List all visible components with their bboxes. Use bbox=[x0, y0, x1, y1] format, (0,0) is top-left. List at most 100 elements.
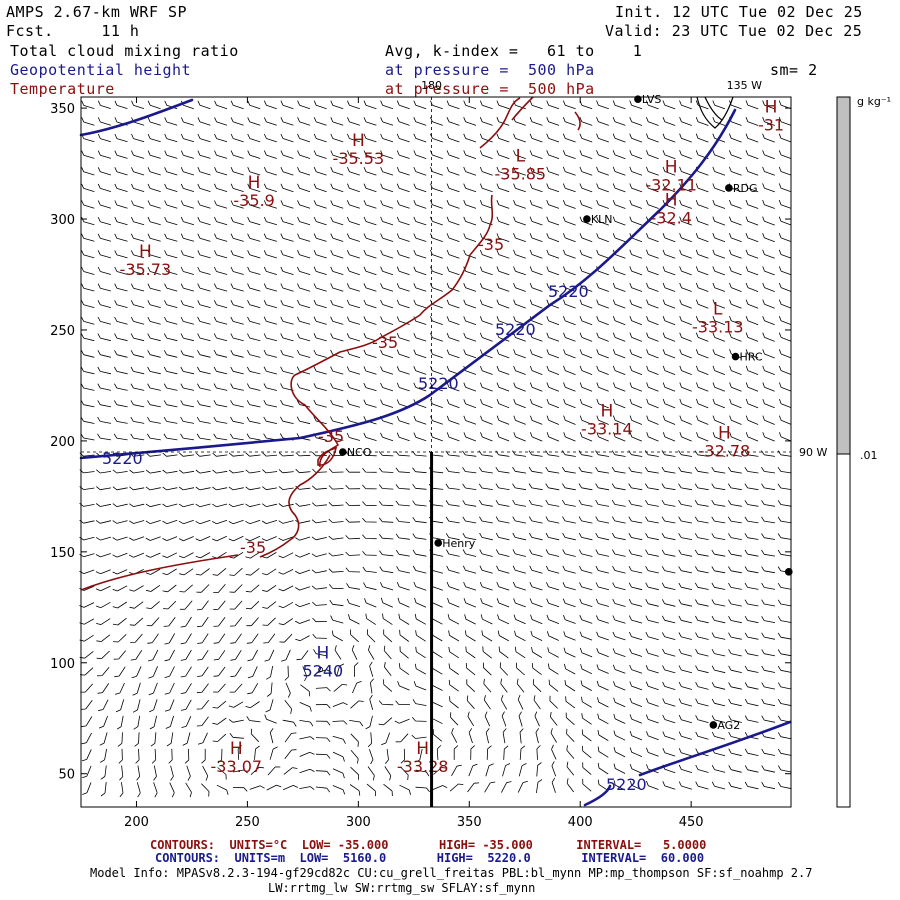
coastline bbox=[696, 96, 734, 129]
marker-circle bbox=[318, 667, 324, 672]
station-dot bbox=[709, 721, 718, 729]
x-tick-label: 300 bbox=[346, 815, 371, 830]
station-label: HRC bbox=[740, 351, 763, 364]
extremum-letter: H bbox=[665, 191, 678, 211]
meridian-label: 180 bbox=[421, 79, 442, 92]
model-info: Model Info: MPASv8.2.3-194-gf29cd82c CU:… bbox=[90, 866, 813, 880]
temp-contour-label: -35 bbox=[318, 427, 344, 446]
plot-frame bbox=[80, 96, 792, 808]
extremum-value: -32.11 bbox=[645, 175, 697, 194]
extremum-letter: H bbox=[718, 424, 731, 444]
station-label: Henry bbox=[442, 537, 476, 550]
station-dot bbox=[339, 448, 347, 456]
field-cloud-title: Total cloud mixing ratio bbox=[10, 42, 239, 60]
height-contour-label: 5220 bbox=[102, 449, 143, 468]
y-tick-label: 100 bbox=[50, 657, 75, 672]
station-dot bbox=[583, 215, 591, 223]
height-contour-label: 5220 bbox=[495, 320, 536, 339]
extremum-letter: H bbox=[352, 131, 365, 151]
extremum-value: -35.73 bbox=[120, 260, 172, 279]
extremum-letter: H bbox=[248, 173, 261, 193]
model-title: AMPS 2.67-km WRF SP bbox=[6, 3, 188, 21]
height-contour-5220 bbox=[79, 108, 737, 460]
temp-contour-m35-sw bbox=[80, 554, 239, 591]
extremum-letter: H bbox=[765, 98, 778, 118]
temp-contour-label: -35 bbox=[240, 538, 266, 557]
height-contour-label: 5220 bbox=[418, 374, 459, 393]
temp-contour-label: -35 bbox=[372, 333, 398, 352]
y-tick-label: 200 bbox=[50, 435, 75, 450]
map-marks: LVS RDG KLN HRC NCO Henry AG2 180 135 W 90 W bbox=[81, 79, 827, 807]
station-dot bbox=[725, 184, 733, 192]
x-tick-label: 350 bbox=[457, 815, 482, 830]
colorbar-filled bbox=[837, 97, 850, 454]
x-tick-label: 400 bbox=[568, 815, 593, 830]
valid-time: Valid: 23 UTC Tue 02 Dec 25 bbox=[605, 22, 863, 40]
y-tick-label: 50 bbox=[58, 768, 75, 783]
map-axes: 200 250 300 350 400 450 50 100 150 200 250 300 350 bbox=[50, 97, 791, 830]
y-tick-label: 250 bbox=[50, 324, 75, 339]
field-temp-desc: at pressure = 500 hPa bbox=[385, 80, 595, 98]
extremum-value: -31 bbox=[758, 116, 784, 135]
extremum-letter: H bbox=[600, 402, 613, 422]
wind-barbs bbox=[79, 100, 792, 798]
temp-contour-label: -35 bbox=[478, 235, 504, 254]
height-contour-5220-nw bbox=[79, 98, 194, 137]
extremum-letter: H bbox=[416, 739, 429, 759]
extremum-value: -32.4 bbox=[650, 209, 691, 228]
y-tick-label: 300 bbox=[50, 213, 75, 228]
meridian-label: 90 W bbox=[799, 446, 827, 459]
extremum-value: -33.28 bbox=[397, 757, 449, 776]
extremum-value: -35.53 bbox=[333, 149, 385, 168]
station-label: AG2 bbox=[717, 719, 740, 732]
station-dot bbox=[731, 352, 740, 361]
smoothing-label: sm= 2 bbox=[770, 61, 818, 79]
field-temp-title: Temperature bbox=[10, 80, 115, 98]
init-time: Init. 12 UTC Tue 02 Dec 25 bbox=[615, 3, 863, 21]
extremum-letter: H bbox=[230, 739, 243, 759]
extremum-letter: L bbox=[713, 299, 723, 319]
field-height-title: Geopotential height bbox=[10, 61, 192, 79]
extremum-value: -35.85 bbox=[495, 164, 547, 183]
field-cloud-desc: Avg, k-index = 61 to 1 bbox=[385, 42, 643, 60]
y-tick-label: 150 bbox=[50, 546, 75, 561]
temp-contour-m35-b bbox=[259, 454, 331, 558]
colorbar: g kg⁻¹ .01 bbox=[836, 95, 891, 808]
station-dot bbox=[434, 539, 443, 547]
height-contour-5220-se bbox=[583, 720, 792, 807]
x-tick-label: 200 bbox=[124, 815, 149, 830]
meridian-label: 135 W bbox=[727, 79, 762, 92]
station-label: RDG bbox=[733, 182, 758, 195]
temp-contour-m35-ring bbox=[317, 446, 338, 466]
station-label: LVS bbox=[642, 93, 661, 106]
station-label: KLN bbox=[591, 213, 613, 226]
temp-contour-m35-n bbox=[479, 96, 581, 149]
forecast-label: Fcst. 11 h bbox=[6, 22, 140, 40]
extremum-value: -33.07 bbox=[211, 757, 263, 776]
extremum-letter: L bbox=[516, 146, 526, 166]
station-label: NCO bbox=[347, 446, 372, 459]
colorbar-frame bbox=[836, 96, 851, 808]
height-contour-label: 5220 bbox=[548, 282, 589, 301]
model-info-2: LW:rrtmg_lw SW:rrtmg_sw SFLAY:sf_mynn bbox=[268, 881, 536, 895]
field-height-desc: at pressure = 500 hPa bbox=[385, 61, 595, 79]
y-tick-label: 350 bbox=[50, 102, 75, 117]
x-tick-label: 250 bbox=[235, 815, 260, 830]
wind-barb-field bbox=[79, 100, 792, 798]
extremum-value: -33.14 bbox=[581, 420, 633, 439]
x-tick-label: 450 bbox=[679, 815, 704, 830]
height-contour-label: 5220 bbox=[606, 775, 647, 794]
extremum-value: 5240 bbox=[302, 661, 343, 680]
extremum-letter: H bbox=[665, 157, 678, 177]
extremum-value: -35.9 bbox=[233, 191, 274, 210]
temp-contour-info: CONTOURS: UNITS=°C LOW= -35.000 HIGH= -3… bbox=[150, 838, 707, 852]
extremum-value: -33.13 bbox=[692, 317, 744, 336]
height-contour-info: CONTOURS: UNITS=m LOW= 5160.0 HIGH= 5220… bbox=[155, 851, 705, 865]
extremum-value: -32.78 bbox=[699, 442, 751, 461]
extremum-letter: H bbox=[316, 643, 329, 663]
extremum-letter: H bbox=[139, 242, 152, 262]
colorbar-unit: g kg⁻¹ bbox=[857, 95, 891, 108]
